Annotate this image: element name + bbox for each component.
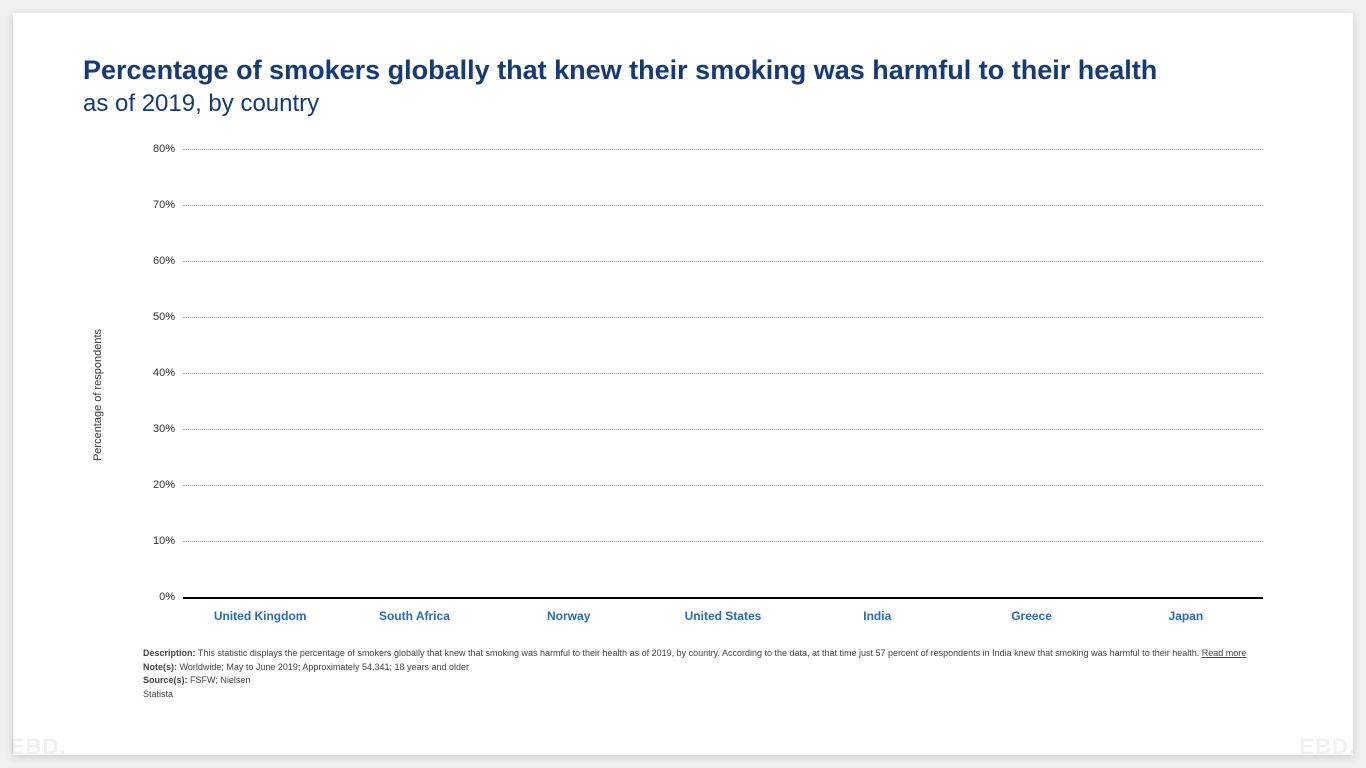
bars-container: 76%72%58%58%57%57%36%: [183, 149, 1263, 597]
y-tick: 60%: [153, 255, 175, 267]
x-axis-label: United States: [646, 599, 800, 629]
footer-sources: Source(s): FSFW; Nielsen: [143, 674, 1283, 688]
sources-text: FSFW; Nielsen: [190, 675, 250, 685]
description-label: Description:: [143, 648, 196, 658]
y-tick: 30%: [153, 423, 175, 435]
y-tick: 0%: [159, 591, 175, 603]
footer-attribution: Statista: [143, 688, 1283, 702]
y-tick: 50%: [153, 311, 175, 323]
watermark-left: EBD.: [10, 734, 67, 760]
x-axis-label: Japan: [1109, 599, 1263, 629]
y-tick: 10%: [153, 535, 175, 547]
x-axis-label: United Kingdom: [183, 599, 337, 629]
chart-title: Percentage of smokers globally that knew…: [83, 53, 1283, 88]
x-axis-label: Greece: [954, 599, 1108, 629]
x-axis-labels: United KingdomSouth AfricaNorwayUnited S…: [183, 599, 1263, 629]
x-axis-label: India: [800, 599, 954, 629]
chart-area: Percentage of respondents 0%10%20%30%40%…: [143, 149, 1263, 629]
chart-frame: Percentage of smokers globally that knew…: [13, 13, 1353, 755]
chart-subtitle: as of 2019, by country: [83, 88, 1283, 119]
plot-region: 0%10%20%30%40%50%60%70%80% 76%72%58%58%5…: [183, 149, 1263, 599]
watermark-right: EBD.: [1299, 734, 1356, 760]
footer-description: Description: This statistic displays the…: [143, 647, 1283, 661]
footer-notes: Note(s): Worldwide; May to June 2019; Ap…: [143, 661, 1283, 675]
y-tick: 80%: [153, 143, 175, 155]
y-tick: 40%: [153, 367, 175, 379]
x-axis-label: Norway: [492, 599, 646, 629]
title-block: Percentage of smokers globally that knew…: [83, 53, 1283, 119]
y-tick: 20%: [153, 479, 175, 491]
description-text: This statistic displays the percentage o…: [198, 648, 1199, 658]
sources-label: Source(s):: [143, 675, 188, 685]
chart-footer: Description: This statistic displays the…: [143, 647, 1283, 701]
notes-text: Worldwide; May to June 2019; Approximate…: [180, 662, 470, 672]
read-more-link[interactable]: Read more: [1202, 648, 1247, 658]
y-axis-label: Percentage of respondents: [92, 329, 104, 461]
notes-label: Note(s):: [143, 662, 177, 672]
y-tick: 70%: [153, 199, 175, 211]
x-axis-label: South Africa: [337, 599, 491, 629]
